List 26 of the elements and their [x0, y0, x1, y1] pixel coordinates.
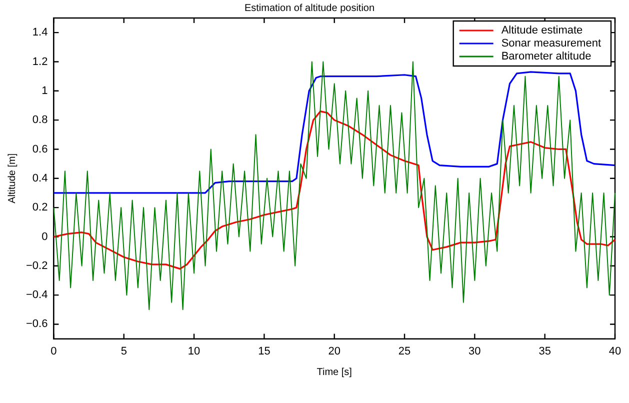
x-tick-label: 15: [258, 345, 270, 358]
x-tick-label: 40: [608, 345, 622, 358]
y-tick-label: 0.8: [32, 114, 48, 126]
y-axis-title: Altitude [m]: [6, 153, 18, 204]
y-tick-label: −0.2: [26, 260, 48, 272]
y-tick-label: 1: [42, 84, 48, 97]
x-tick-label: 5: [120, 345, 127, 358]
y-tick-label: 0.2: [32, 202, 48, 214]
x-tick-label: 25: [398, 345, 411, 358]
y-tick-label: 0: [42, 230, 48, 243]
y-tick-label: 1.2: [32, 56, 48, 68]
x-axis-title: Time [s]: [316, 366, 352, 378]
x-tick-label: 30: [468, 345, 481, 358]
x-tick-label: 10: [188, 345, 200, 358]
y-tick-label: 0.6: [32, 143, 48, 156]
x-tick-label: 35: [538, 345, 551, 358]
x-tick-label: 0: [50, 345, 57, 358]
y-tick-label: −0.4: [26, 289, 48, 302]
y-tick-label: 0.4: [32, 172, 48, 184]
legend-label: Barometer altitude: [501, 50, 592, 63]
legend-label: Sonar measurement: [501, 38, 602, 50]
chart-title: Estimation of altitude position: [244, 2, 375, 14]
legend-label: Altitude estimate: [501, 24, 583, 37]
x-tick-label: 20: [328, 345, 340, 358]
y-tick-label: 1.4: [32, 26, 48, 39]
y-tick-label: −0.6: [26, 318, 48, 330]
